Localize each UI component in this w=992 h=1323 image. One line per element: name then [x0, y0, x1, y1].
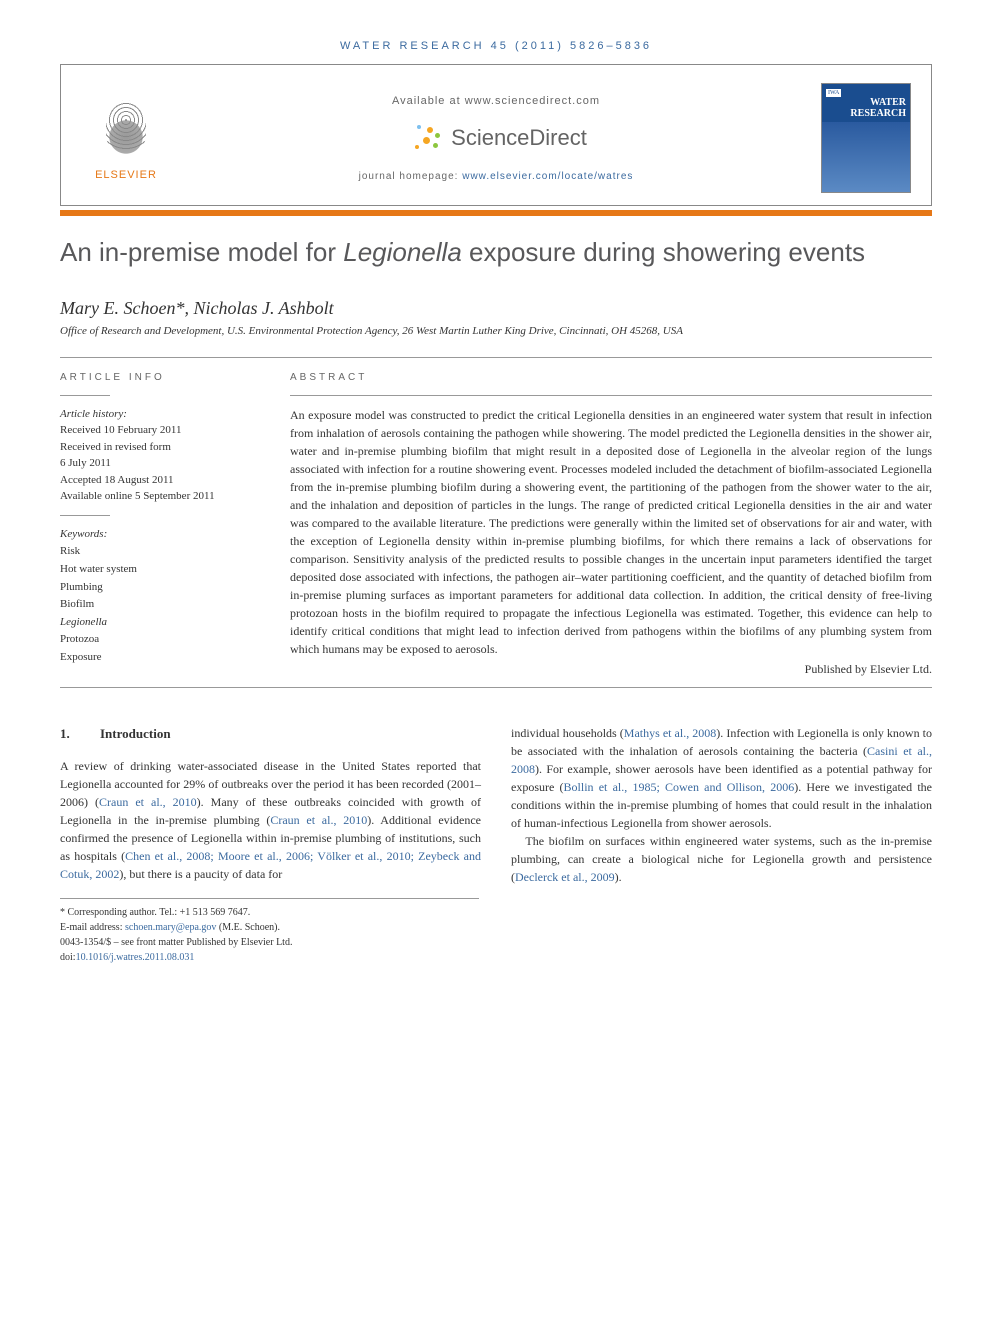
sciencedirect-text: ScienceDirect — [451, 125, 587, 151]
affiliation: Office of Research and Development, U.S.… — [60, 325, 932, 337]
title-italic: Legionella — [343, 237, 462, 267]
divider-top — [60, 357, 932, 358]
title-part-2: exposure during showering events — [462, 237, 865, 267]
masthead-box: ELSEVIER Available at www.sciencedirect.… — [60, 64, 932, 206]
email-suffix: (M.E. Schoen). — [216, 922, 280, 933]
body-column-right: individual households (Mathys et al., 20… — [511, 724, 932, 886]
doi-label: doi: — [60, 952, 76, 963]
history-label: Article history: — [60, 408, 127, 420]
doi-line: doi:10.1016/j.watres.2011.08.031 — [60, 950, 479, 965]
citation-link[interactable]: Craun et al., 2010 — [270, 813, 367, 827]
issn-line: 0043-1354/$ – see front matter Published… — [60, 935, 479, 950]
keyword: Plumbing — [60, 581, 103, 593]
keyword: Legionella — [60, 616, 107, 628]
journal-homepage: journal homepage: www.elsevier.com/locat… — [191, 171, 801, 182]
available-at-text: Available at www.sciencedirect.com — [191, 95, 801, 107]
section-heading: 1.Introduction — [60, 724, 481, 744]
body-text: ). — [615, 870, 622, 884]
article-title: An in-premise model for Legionella expos… — [60, 236, 932, 270]
section-title: Introduction — [100, 726, 171, 741]
info-divider-1 — [60, 395, 110, 396]
info-abstract-grid: ARTICLE INFO Article history: Received 1… — [60, 372, 932, 677]
author-list: Mary E. Schoen*, Nicholas J. Ashbolt — [60, 298, 932, 319]
journal-cover-title: WATER RESEARCH — [826, 97, 906, 119]
email-link[interactable]: schoen.mary@epa.gov — [125, 922, 216, 933]
title-part-1: An in-premise model for — [60, 237, 343, 267]
divider-bottom — [60, 687, 932, 688]
masthead-center: Available at www.sciencedirect.com Scien… — [191, 95, 801, 182]
doi-link[interactable]: 10.1016/j.watres.2011.08.031 — [76, 952, 195, 963]
citation-link[interactable]: Bollin et al., 1985; Cowen and Ollison, … — [564, 780, 795, 794]
body-text: ), but there is a paucity of data for — [119, 867, 282, 881]
email-label: E-mail address: — [60, 922, 125, 933]
keyword: Biofilm — [60, 598, 94, 610]
section-number: 1. — [60, 724, 100, 744]
body-two-column: 1.Introduction A review of drinking wate… — [60, 724, 932, 886]
info-divider-2 — [60, 515, 110, 516]
keywords-block: Keywords: Risk Hot water system Plumbing… — [60, 526, 260, 667]
history-received: Received 10 February 2011 — [60, 424, 181, 436]
elsevier-label: ELSEVIER — [95, 169, 157, 181]
abstract-column: ABSTRACT An exposure model was construct… — [290, 372, 932, 677]
keyword: Risk — [60, 545, 80, 557]
elsevier-logo: ELSEVIER — [81, 88, 171, 188]
article-history: Article history: Received 10 February 20… — [60, 406, 260, 505]
keyword: Protozoa — [60, 633, 99, 645]
body-paragraph: The biofilm on surfaces within engineere… — [511, 832, 932, 886]
sciencedirect-logo: ScienceDirect — [191, 123, 801, 153]
orange-divider-bar — [60, 210, 932, 216]
body-paragraph: individual households (Mathys et al., 20… — [511, 724, 932, 832]
citation-link[interactable]: Craun et al., 2010 — [99, 795, 197, 809]
elsevier-tree-icon — [91, 95, 161, 165]
email-line: E-mail address: schoen.mary@epa.gov (M.E… — [60, 920, 479, 935]
published-by: Published by Elsevier Ltd. — [290, 662, 932, 677]
homepage-prefix: journal homepage: — [359, 171, 463, 182]
abstract-label: ABSTRACT — [290, 372, 932, 383]
body-column-left: 1.Introduction A review of drinking wate… — [60, 724, 481, 886]
history-revised-date: 6 July 2011 — [60, 457, 111, 469]
history-online: Available online 5 September 2011 — [60, 490, 215, 502]
article-info-label: ARTICLE INFO — [60, 372, 260, 383]
journal-reference: WATER RESEARCH 45 (2011) 5826–5836 — [60, 40, 932, 52]
sciencedirect-dots-icon — [405, 123, 445, 153]
article-info-column: ARTICLE INFO Article history: Received 1… — [60, 372, 260, 677]
corresponding-author: * Corresponding author. Tel.: +1 513 569… — [60, 905, 479, 920]
keywords-label: Keywords: — [60, 528, 107, 540]
keyword: Hot water system — [60, 563, 137, 575]
journal-cover-badge: IWA — [826, 89, 841, 97]
body-text: individual households ( — [511, 726, 624, 740]
citation-link[interactable]: Mathys et al., 2008 — [624, 726, 717, 740]
history-revised-label: Received in revised form — [60, 441, 171, 453]
keyword: Exposure — [60, 651, 102, 663]
abstract-text: An exposure model was constructed to pre… — [290, 406, 932, 658]
footnotes: * Corresponding author. Tel.: +1 513 569… — [60, 898, 479, 965]
homepage-link[interactable]: www.elsevier.com/locate/watres — [462, 171, 633, 182]
history-accepted: Accepted 18 August 2011 — [60, 474, 174, 486]
citation-link[interactable]: Declerck et al., 2009 — [515, 870, 615, 884]
body-paragraph: A review of drinking water-associated di… — [60, 757, 481, 883]
journal-cover-thumbnail: IWA WATER RESEARCH — [821, 83, 911, 193]
abstract-divider — [290, 395, 932, 396]
